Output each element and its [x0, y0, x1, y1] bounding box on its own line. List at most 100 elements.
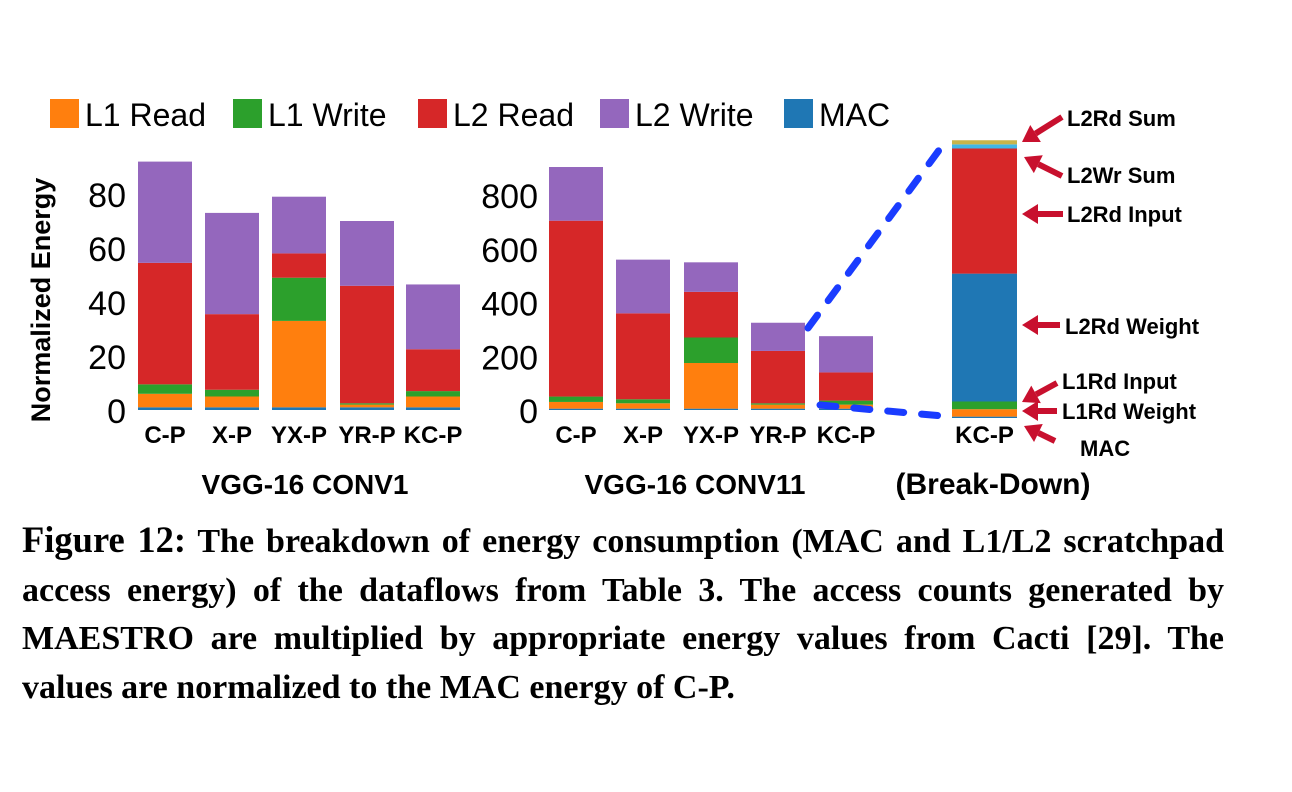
zoom-line-bottom — [816, 401, 947, 420]
y-tick-label: 800 — [481, 178, 538, 216]
x-tick-label: YR-P — [749, 422, 806, 449]
bar-c-p — [138, 161, 192, 410]
legend-swatch — [50, 99, 79, 128]
bar-segment-l1-write — [340, 403, 394, 405]
annotation-arrow-head — [1022, 401, 1038, 421]
bar-segment-l1-write — [272, 277, 326, 321]
annotation-label: MAC — [1080, 436, 1130, 461]
bar-segment-l2-write — [138, 161, 192, 263]
chart-breakdown: KC-P (Break-Down) — [895, 140, 1091, 501]
y-tick-label: 600 — [481, 232, 538, 270]
y-tick-label: 200 — [481, 339, 538, 377]
bar-x-p — [616, 259, 670, 410]
bar-segment-mac — [138, 407, 192, 410]
caption-text: The breakdown of energy consumption (MAC… — [22, 523, 1224, 706]
annotation-arrow-shaft — [1037, 430, 1057, 444]
annotation-label: L2Wr Sum — [1067, 163, 1175, 188]
annotation-arrow-head — [1022, 315, 1038, 335]
bar-yr-p — [340, 221, 394, 410]
x-tick-label: C-P — [555, 422, 596, 449]
chart-conv11: 0 200 400 600 800 C-P X-P YX-P YR-P KC-P VGG-16 CO… — [481, 167, 875, 500]
bar-segment-l2-read — [205, 314, 259, 390]
y-tick-label: 60 — [88, 231, 126, 269]
bar-segment-l1-read — [616, 403, 670, 409]
bar-segment-l2-write — [406, 284, 460, 350]
bar-segment-l2-read — [684, 291, 738, 338]
zoom-connector — [804, 134, 952, 420]
legend-label: L1 Read — [85, 97, 206, 133]
bar-segment-l2-read — [819, 372, 873, 401]
annotation-label: L1Rd Weight — [1062, 399, 1197, 424]
bar-segment-l2-read — [340, 285, 394, 404]
bar-segment-l2rd-sum — [952, 140, 1017, 145]
bar-segment-l2-write — [751, 322, 805, 351]
annotation: L1Rd Weight — [1022, 399, 1197, 424]
legend-item: MAC — [784, 97, 890, 133]
bar-segment-l2-read — [751, 350, 805, 404]
bar-segment-mac — [616, 408, 670, 410]
bar-c-p — [549, 167, 603, 410]
bar-segment-l1-read — [205, 396, 259, 408]
annotation-label: L2Rd Sum — [1067, 106, 1176, 131]
annotation-arrow-shaft — [1033, 114, 1064, 137]
bar-kc-p — [819, 336, 873, 410]
legend-label: L2 Write — [635, 97, 754, 133]
legend: L1 Read L1 Write L2 Read L2 Write MAC — [50, 97, 890, 133]
bar-segment-l2-write — [819, 336, 873, 373]
bar-segment-l2-read — [406, 349, 460, 392]
bar-segment-l2rd-input — [952, 148, 1017, 274]
annotation-arrow-head — [1024, 155, 1043, 174]
bar-segment-l1rd-weight — [952, 409, 1017, 417]
legend-swatch — [233, 99, 262, 128]
bar-segment-mac — [272, 407, 326, 410]
x-tick-label: KC-P — [404, 422, 463, 449]
legend-label: MAC — [819, 97, 890, 133]
annotation: L2Rd Input — [1022, 202, 1183, 227]
bar-segment-l2-write — [340, 221, 394, 286]
caption-lead: Figure 12: — [22, 519, 186, 560]
chart-title: VGG-16 CONV1 — [202, 469, 409, 500]
bar-segment-l1-write — [616, 399, 670, 404]
bar-segment-l2-write — [549, 167, 603, 221]
chart-title: VGG-16 CONV11 — [585, 469, 806, 500]
bar-segment-l2rd-weight — [952, 273, 1017, 402]
bar-segment-l1-write — [138, 384, 192, 394]
breakdown-annotations: L2Rd Sum L2Wr Sum L2Rd Input L2Rd Weight L1R… — [1022, 106, 1200, 461]
bar-segment-mac — [751, 408, 805, 410]
bar-segment-mac — [819, 408, 873, 410]
annotation: L2Rd Weight — [1022, 314, 1200, 339]
annotation-arrow-head — [1022, 385, 1041, 404]
bar-segment-l1-write — [406, 391, 460, 397]
bar-yx-p — [272, 196, 326, 410]
annotation-arrow-shaft — [1036, 161, 1064, 179]
bar-kc-p-breakdown — [952, 140, 1017, 418]
bar-segment-l2-read — [616, 313, 670, 400]
zoom-line-top — [804, 134, 952, 332]
energy-breakdown-figure: L1 Read L1 Write L2 Read L2 Write MAC Normal… — [26, 97, 1200, 501]
bar-segment-mac — [952, 416, 1017, 418]
y-tick-label: 80 — [88, 177, 126, 215]
bar-x-p — [205, 212, 259, 410]
y-tick-label: 20 — [88, 339, 126, 377]
annotation: L2Rd Sum — [1022, 106, 1176, 142]
x-tick-label: YR-P — [338, 422, 395, 449]
bar-segment-mac — [340, 407, 394, 410]
bar-segment-l1-read — [340, 404, 394, 408]
y-tick-label: 0 — [107, 393, 126, 431]
bar-segment-l2-write — [616, 259, 670, 314]
annotation: L1Rd Input — [1022, 369, 1178, 404]
x-tick-label: KC-P — [817, 422, 876, 449]
bar-yr-p — [751, 322, 805, 410]
annotation-label: L2Rd Weight — [1065, 314, 1200, 339]
bar-kc-p — [406, 284, 460, 410]
chart-title: (Break-Down) — [895, 468, 1090, 501]
bar-segment-l1-read — [751, 404, 805, 409]
chart-conv1: 0 20 40 60 80 C-P X-P YX-P YR-P KC-P VGG-16 CONV1 — [88, 161, 463, 500]
bar-segment-l1-write — [205, 389, 259, 397]
x-tick-label: X-P — [212, 422, 252, 449]
y-tick-label: 40 — [88, 285, 126, 323]
y-tick-label: 400 — [481, 286, 538, 324]
x-tick-label: YX-P — [683, 422, 739, 449]
annotation-arrow-head — [1022, 204, 1038, 224]
legend-item: L1 Read — [50, 97, 206, 133]
